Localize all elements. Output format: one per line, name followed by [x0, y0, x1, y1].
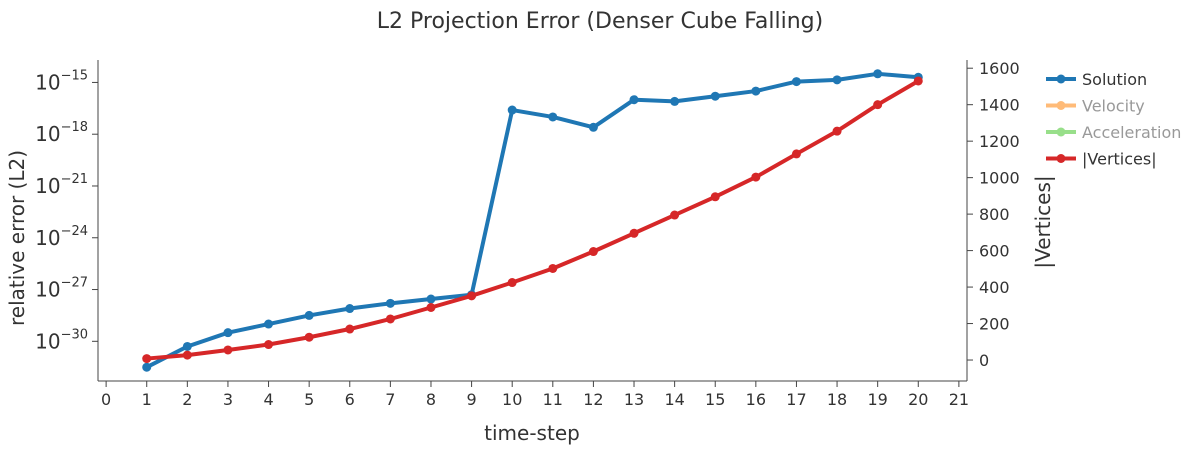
x-tick-label: 0	[101, 390, 111, 409]
data-point-solution	[304, 310, 314, 320]
data-point-solution	[507, 105, 517, 115]
data-point-vertices	[507, 278, 517, 288]
series-line-solution	[145, 71, 919, 369]
data-point-vertices	[873, 100, 883, 110]
data-point-vertices	[264, 340, 274, 350]
data-point-vertices	[467, 291, 477, 301]
y-right-tick-label: 1200	[979, 132, 1020, 151]
legend-swatch-marker	[1056, 101, 1066, 110]
data-point-vertices	[223, 345, 233, 355]
x-tick-label: 18	[827, 390, 847, 409]
x-tick-label: 7	[385, 390, 395, 409]
y-right-tick-label: 400	[979, 278, 1010, 297]
data-point-vertices	[142, 354, 152, 364]
data-point-solution	[751, 86, 761, 96]
x-tick-label: 5	[304, 390, 314, 409]
data-point-vertices	[345, 324, 355, 334]
x-tick-label: 20	[908, 390, 928, 409]
y-right-tick-label: 1000	[979, 169, 1020, 188]
legend-swatch-marker	[1056, 74, 1066, 84]
data-point-vertices	[182, 350, 192, 360]
data-point-vertices	[913, 76, 923, 86]
x-tick-label: 2	[182, 390, 192, 409]
y-left-tick-label: 10−15	[35, 68, 88, 94]
x-tick-label: 8	[426, 390, 436, 409]
x-tick-label: 21	[949, 390, 969, 409]
x-tick-label: 6	[345, 390, 355, 409]
y-right-tick-label: 600	[979, 242, 1010, 261]
data-point-solution	[385, 298, 395, 308]
data-point-solution	[345, 304, 355, 314]
x-tick-label: 19	[867, 390, 887, 409]
data-point-solution	[670, 96, 680, 106]
data-point-solution	[182, 341, 192, 351]
data-point-vertices	[791, 149, 801, 159]
x-tick-label: 3	[223, 390, 233, 409]
legend[interactable]: Solution Velocity Acceleration |Vertices|	[1046, 70, 1181, 169]
x-tick-label: 13	[624, 390, 644, 409]
data-point-vertices	[670, 210, 680, 220]
x-tick-label: 16	[746, 390, 766, 409]
y-left-tick-label: 10−30	[35, 327, 88, 353]
x-tick-label: 14	[664, 390, 684, 409]
legend-label: Velocity	[1082, 97, 1145, 116]
y-right-tick-label: 1600	[979, 59, 1020, 78]
x-tick-label: 11	[543, 390, 563, 409]
data-point-vertices	[629, 228, 639, 238]
data-point-vertices	[304, 332, 314, 342]
legend-label: |Vertices|	[1082, 150, 1157, 169]
legend-item-velocity[interactable]: Velocity	[1046, 97, 1145, 116]
x-tick-label: 4	[263, 390, 273, 409]
data-point-vertices	[426, 302, 436, 312]
legend-label: Solution	[1082, 70, 1147, 89]
y-right-tick-label: 1400	[979, 96, 1020, 115]
legend-label: Acceleration	[1082, 123, 1181, 142]
data-point-solution	[426, 294, 436, 304]
y-axis-right-label: |Vertices|	[1031, 175, 1055, 268]
data-point-solution	[223, 328, 233, 338]
chart-title: L2 Projection Error (Denser Cube Falling…	[377, 9, 823, 34]
legend-swatch-marker	[1056, 154, 1066, 163]
data-point-solution	[142, 362, 152, 372]
data-point-solution	[832, 75, 842, 85]
x-tick-label: 17	[786, 390, 806, 409]
x-tick-label: 1	[142, 390, 152, 409]
data-point-vertices	[588, 247, 598, 257]
series-line-vertices	[146, 79, 920, 361]
y-left-tick-label: 10−21	[35, 172, 88, 198]
data-point-solution	[588, 122, 598, 132]
data-point-vertices	[385, 314, 395, 324]
data-point-solution	[791, 77, 801, 87]
data-point-vertices	[548, 263, 558, 273]
axes: 0 1 2 3 4 5 6 7 8 9 10 11 12 13 14 15 16 17 18 19 20 2110−151…	[35, 59, 1020, 409]
data-point-solution	[548, 112, 558, 122]
data-point-solution	[710, 91, 720, 101]
x-tick-label: 12	[583, 390, 603, 409]
x-tick-label: 15	[705, 390, 725, 409]
y-right-tick-label: 200	[979, 315, 1010, 334]
data-point-solution	[629, 95, 639, 105]
data-point-vertices	[751, 172, 761, 182]
y-right-tick-label: 800	[979, 205, 1010, 224]
x-tick-label: 9	[466, 390, 476, 409]
y-left-tick-label: 10−24	[35, 224, 88, 250]
data-point-solution	[264, 319, 274, 329]
y-right-tick-label: 0	[979, 351, 989, 370]
data-point-vertices	[832, 126, 842, 136]
legend-item-acceleration[interactable]: Acceleration	[1046, 123, 1181, 142]
legend-swatch-marker	[1056, 127, 1066, 137]
plot-area	[142, 69, 923, 372]
legend-item-vertices[interactable]: |Vertices|	[1046, 150, 1157, 169]
data-point-vertices	[710, 192, 720, 202]
x-axis-label: time-step	[484, 421, 580, 445]
y-axis-left-label: relative error (L2)	[5, 150, 29, 326]
data-point-solution	[873, 69, 883, 79]
y-left-tick-label: 10−18	[35, 120, 88, 146]
y-left-tick-label: 10−27	[35, 276, 88, 302]
legend-item-solution[interactable]: Solution	[1046, 70, 1147, 89]
x-tick-label: 10	[502, 390, 522, 409]
